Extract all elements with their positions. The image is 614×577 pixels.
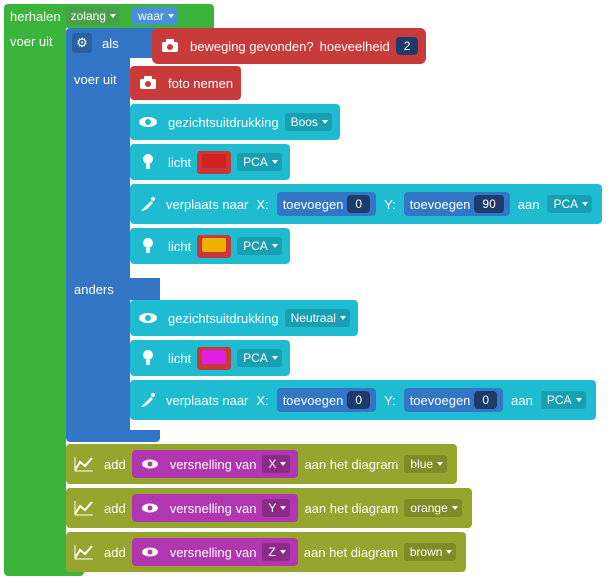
light-color[interactable] xyxy=(202,238,226,252)
light-label: licht xyxy=(168,239,191,254)
blockly-canvas: herhalen zolang waar voer uit ⚙ als voer… xyxy=(0,0,614,577)
move-label: verplaats naar xyxy=(166,197,248,212)
chart-color-dd-2[interactable]: brown xyxy=(404,543,457,561)
light-colorwrap xyxy=(197,347,231,370)
light-colorwrap xyxy=(197,235,231,258)
chart-aan-label: aan het diagram xyxy=(304,501,398,516)
face-label: gezichtsuitdrukking xyxy=(168,311,279,326)
move-block-2[interactable]: verplaats naar X: toevoegen 0 Y: toevoeg… xyxy=(130,380,596,420)
chart-add-label: add xyxy=(104,545,126,560)
chart-add-label: add xyxy=(104,457,126,472)
chart-icon xyxy=(74,498,94,518)
if-anders-bar: anders xyxy=(66,278,160,300)
gear-icon[interactable]: ⚙ xyxy=(72,33,92,53)
eye-icon xyxy=(138,308,158,328)
if-header[interactable]: ⚙ als xyxy=(66,28,160,58)
if-voeruit-label: voer uit xyxy=(74,72,117,87)
chart-inner-2[interactable]: versnelling van Z xyxy=(132,538,298,566)
light-dd[interactable]: PCA xyxy=(237,349,282,367)
chart-aan-label: aan het diagram xyxy=(304,457,398,472)
light-block-1[interactable]: licht PCA xyxy=(130,144,290,180)
light-block-3[interactable]: licht PCA xyxy=(130,340,290,376)
repeat-voeruit-label: voer uit xyxy=(10,34,53,49)
chart-inner-1[interactable]: versnelling van Y xyxy=(132,494,299,522)
face-label: gezichtsuitdrukking xyxy=(168,115,279,130)
motion-cond-block[interactable]: beweging gevonden? hoeveelheid 2 xyxy=(152,28,426,64)
chart-icon xyxy=(74,454,94,474)
move-block-1[interactable]: verplaats naar X: toevoegen 0 Y: toevoeg… xyxy=(130,184,602,224)
move-aan-label: aan xyxy=(511,393,533,408)
axis-dd-2[interactable]: Z xyxy=(262,543,289,561)
move-x-label: X: xyxy=(256,197,268,212)
chart-aan-label: aan het diagram xyxy=(304,545,398,560)
chart-inner-0[interactable]: versnelling van X xyxy=(132,450,299,478)
toevoegen-x[interactable]: toevoegen 0 xyxy=(277,388,376,412)
face-block-boos[interactable]: gezichtsuitdrukking Boos xyxy=(130,104,340,140)
foto-label: foto nemen xyxy=(168,76,233,91)
repeat-label: herhalen xyxy=(10,9,61,24)
repeat-mode-dropdown[interactable]: zolang xyxy=(65,7,120,25)
move-aan-label: aan xyxy=(518,197,540,212)
motion-label1: beweging gevonden? xyxy=(190,39,314,54)
if-als-label: als xyxy=(102,36,119,51)
move-y-label: Y: xyxy=(384,197,396,212)
eye-icon xyxy=(138,112,158,132)
repeat-spine xyxy=(4,28,66,572)
move-x-label: X: xyxy=(256,393,268,408)
dropper-icon xyxy=(138,390,158,410)
move-dd[interactable]: PCA xyxy=(541,391,586,409)
light-colorwrap xyxy=(197,151,231,174)
light-label: licht xyxy=(168,351,191,366)
bulb-icon xyxy=(138,152,158,172)
eye-icon xyxy=(140,498,160,518)
toevoegen-y[interactable]: toevoegen 0 xyxy=(404,388,503,412)
eye-icon xyxy=(140,542,160,562)
axis-dd-0[interactable]: X xyxy=(262,455,290,473)
if-footer xyxy=(66,430,160,442)
face-block-neutraal[interactable]: gezichtsuitdrukking Neutraal xyxy=(130,300,358,336)
move-label: verplaats naar xyxy=(166,393,248,408)
move-y-label: Y: xyxy=(384,393,396,408)
chart-row-2[interactable]: add versnelling van Z aan het diagram br… xyxy=(66,532,466,572)
toevoegen-y[interactable]: toevoegen 90 xyxy=(404,192,510,216)
bulb-icon xyxy=(138,348,158,368)
chart-row-1[interactable]: add versnelling van Y aan het diagram or… xyxy=(66,488,472,528)
eye-icon xyxy=(140,454,160,474)
camera-icon xyxy=(138,73,158,93)
light-dd[interactable]: PCA xyxy=(237,153,282,171)
face-value-dropdown[interactable]: Boos xyxy=(285,113,332,131)
repeat-cond-dropdown[interactable]: waar xyxy=(132,7,178,25)
motion-value[interactable]: 2 xyxy=(396,37,419,55)
chart-color-dd-1[interactable]: orange xyxy=(404,499,461,517)
if-spine xyxy=(66,58,130,436)
chart-icon xyxy=(74,542,94,562)
chart-add-label: add xyxy=(104,501,126,516)
repeat-header[interactable]: herhalen zolang waar xyxy=(4,4,214,28)
face-value-dropdown[interactable]: Neutraal xyxy=(285,309,350,327)
dropper-icon xyxy=(138,194,158,214)
toevoegen-x[interactable]: toevoegen 0 xyxy=(277,192,376,216)
bulb-icon xyxy=(138,236,158,256)
light-label: licht xyxy=(168,155,191,170)
light-dd[interactable]: PCA xyxy=(237,237,282,255)
move-dd[interactable]: PCA xyxy=(547,195,592,213)
camera-icon xyxy=(160,36,180,56)
chart-row-0[interactable]: add versnelling van X aan het diagram bl… xyxy=(66,444,457,484)
foto-block[interactable]: foto nemen xyxy=(130,66,241,100)
light-color[interactable] xyxy=(202,350,226,364)
axis-dd-1[interactable]: Y xyxy=(262,499,290,517)
motion-label2: hoeveelheid xyxy=(320,39,390,54)
light-color[interactable] xyxy=(202,154,226,168)
chart-color-dd-0[interactable]: blue xyxy=(404,455,447,473)
light-block-2[interactable]: licht PCA xyxy=(130,228,290,264)
